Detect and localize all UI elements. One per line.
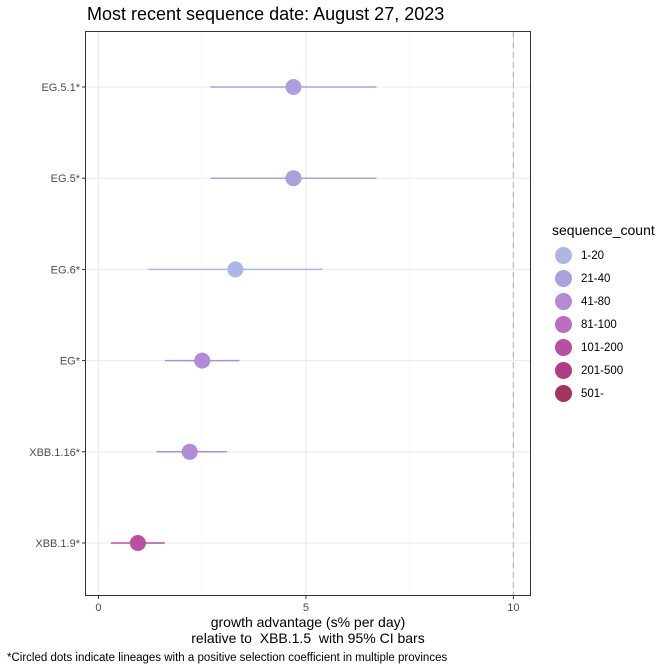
x-tick-label: 0 [95, 602, 101, 614]
legend-key [555, 247, 572, 264]
legend-items: 1-20 21-40 41-80 81-100 101-200 201-500 501- [552, 244, 655, 405]
y-tick-label: EG.6* [51, 264, 81, 276]
y-tick-label: EG* [60, 356, 81, 368]
legend-item: 501- [552, 382, 655, 405]
data-point [181, 443, 198, 460]
y-tick-label: EG.5.1* [41, 82, 80, 94]
x-tick-label: 5 [303, 602, 309, 614]
legend-title: sequence_count [552, 222, 655, 238]
data-point [285, 170, 302, 187]
x-tick-label: 10 [507, 602, 519, 614]
legend-item: 81-100 [552, 313, 655, 336]
chart-title: Most recent sequence date: August 27, 20… [87, 4, 445, 24]
legend-label: 201-500 [581, 364, 624, 377]
legend-key [555, 362, 572, 379]
legend: sequence_count 1-20 21-40 41-80 81-100 101-2… [552, 222, 655, 405]
data-point [194, 352, 211, 369]
data-point [129, 535, 146, 551]
legend-key [555, 385, 572, 402]
legend-label: 21-40 [581, 272, 611, 285]
data-point [285, 79, 302, 95]
legend-item: 41-80 [552, 290, 655, 313]
legend-item: 101-200 [552, 336, 655, 359]
legend-item: 21-40 [552, 267, 655, 290]
legend-label: 501- [581, 387, 605, 400]
y-tick-label: XBB.1.9* [35, 538, 80, 550]
legend-key [555, 339, 572, 356]
legend-item: 1-20 [552, 244, 655, 267]
point-layer [129, 79, 302, 551]
y-tick-label: EG.5* [51, 173, 81, 185]
plot-panel [85, 31, 531, 596]
legend-label: 41-80 [581, 295, 611, 308]
legend-label: 1-20 [581, 249, 605, 262]
legend-key [555, 316, 572, 333]
data-point [227, 261, 244, 278]
legend-label: 101-200 [581, 341, 624, 354]
y-tick-label: XBB.1.16* [29, 447, 80, 459]
legend-item: 201-500 [552, 359, 655, 382]
footnote: *Circled dots indicate lineages with a p… [7, 652, 448, 664]
axis-layer: EG.5.1* EG.5* EG.6* EG* XBB.1.16* XBB.1.9* 0 5 1… [29, 82, 519, 614]
x-axis-label: growth advantage (s% per day) [210, 614, 406, 630]
legend-key [555, 293, 572, 310]
legend-label: 81-100 [581, 318, 617, 331]
legend-key [555, 270, 572, 287]
x-axis-label-line2: relative to XBB.1.5 with 95% CI bars [191, 630, 425, 646]
